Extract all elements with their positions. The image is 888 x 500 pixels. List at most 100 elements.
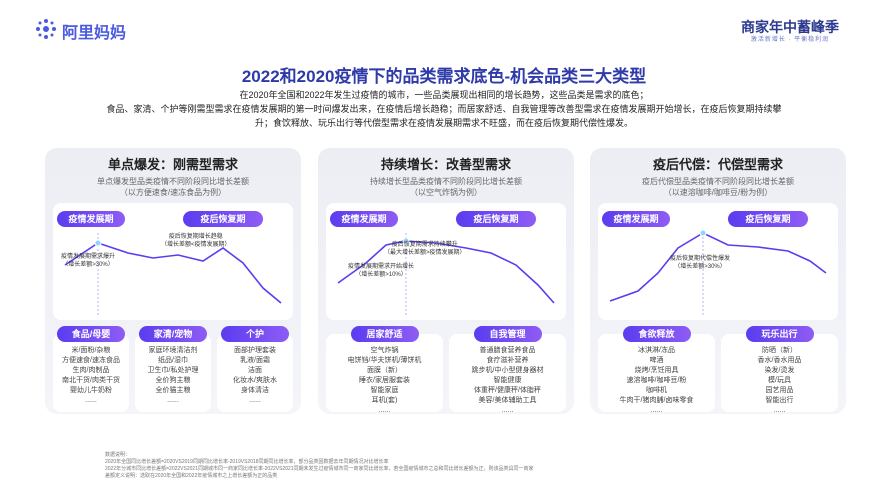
panel: 单点爆发：刚需型需求 单点爆发型品类疫情不同阶段同比增长差额 （以方便速食/速冻食品… — [45, 148, 301, 414]
trend-chart — [609, 229, 827, 315]
group-item: 速溶咖啡/咖啡豆/粉 — [626, 377, 687, 384]
panel-title: 持续增长：改善型需求 — [380, 157, 511, 172]
group-item: 耳机(套) — [371, 397, 398, 404]
annotation-line: （增长差额<疫情发展期） — [161, 242, 231, 248]
annotation-line: 疫后恢复期代偿性爆发 — [670, 256, 731, 262]
panel: 疫后代偿：代偿型需求 疫后代偿型品类疫情不同阶段同比增长差额 （以速溶咖啡/咖啡豆/… — [590, 148, 846, 414]
group-item: 生肉/肉制品 — [72, 367, 110, 374]
group-item: 美容/美体辅助工具 — [478, 397, 537, 404]
group-title: 食品/母婴 — [57, 326, 125, 342]
intro-line: 升；食饮释放、玩乐出行等代偿型需求在疫情发展期需求不旺盛，而在疫后恢复期代偿性爆… — [254, 118, 633, 128]
group-item: ...... — [650, 407, 663, 414]
group-item: 牛肉干/猪肉脯/卤味零食 — [619, 397, 694, 404]
group-item: ...... — [85, 397, 97, 404]
chart-card: 疫情发展期 疫后恢复期 疫后恢复期代偿性爆发 （增长差额>30%） — [598, 203, 838, 320]
group-item: 洁面 — [248, 367, 262, 374]
group-item: 乳液/面霜 — [240, 357, 270, 364]
group-item: 睡衣/家居服套装 — [359, 377, 410, 384]
group-item: 南北干货/肉类干货 — [62, 377, 120, 384]
annotation-line: 疫情发展期需求爆升 — [61, 254, 116, 260]
group-item: 跳步机/中小型健身器材 — [471, 367, 544, 374]
phase-pill: 疫后恢复期 — [456, 211, 536, 227]
group-item: 烧烤/烹饪用具 — [634, 367, 679, 374]
trend-line — [609, 232, 827, 302]
annotation: 疫情发展期需求开始增长 （增长差额>10%） — [348, 263, 414, 279]
group-item: 方便速食/速冻食品 — [62, 357, 120, 364]
group-item: ...... — [378, 407, 391, 414]
group-item: 纸品/湿巾 — [158, 357, 188, 364]
group-item: ...... — [501, 407, 514, 414]
annotation-line: （增长差额>30%） — [62, 262, 114, 268]
annotation: 疫后恢复期增长趋稳 （增长差额<疫情发展期） — [161, 233, 231, 249]
group-item: 染发/烫发 — [764, 367, 795, 374]
panel-title: 单点爆发：刚需型需求 — [107, 157, 238, 172]
annotation-line: 疫情发展期需求开始增长 — [348, 264, 415, 270]
annotation: 疫情发展期需求爆升 （增长差额>30%） — [61, 253, 115, 269]
annotation-line: （增长差额>10%） — [355, 272, 407, 278]
annotation-line: （增长差额>30%） — [674, 264, 726, 270]
logo-text: 阿里妈妈 — [62, 25, 127, 42]
group-item: 冰淇淋/冻品 — [638, 347, 675, 354]
annotation: 疫后恢复期代偿性爆发 （增长差额>30%） — [670, 255, 730, 271]
panel-desc: 疫后代偿型品类疫情不同阶段同比增长差额 — [642, 177, 794, 186]
panel-desc: 持续增长型品类疫情不同阶段同比增长差额 — [370, 177, 522, 186]
group-item: 面部护理套装 — [234, 347, 276, 354]
group-item: 园艺用品 — [765, 387, 794, 394]
group-item: 面膜（新） — [367, 367, 402, 374]
group-card: 米/面粉/杂粮方便速食/速冻食品 生肉/肉制品南北干货/肉类干货 婴幼儿牛奶粉...… — [53, 334, 129, 412]
panel: 持续增长：改善型需求持续增长型品类疫情不同阶段同比增长差额 （以空气炸锅为例） 疫情… — [318, 148, 574, 414]
chart-card: 疫情发展期 疫后恢复期疫情发展期需求开始增长 （增长差额>10%） 疫后恢复期需求持续… — [326, 203, 566, 320]
title: 2022和2020疫情下的品类需求底色-机会品类三大类型 — [241, 67, 647, 86]
group-card: 普通膳食营养食品 食疗滋补营养 跳步机/中小型健身器材 智能健康 体重秤/健康秤/体脂秤… — [449, 334, 566, 414]
group-item: 身体清洁 — [241, 387, 269, 394]
group-item: 香水/香水用品 — [757, 357, 802, 364]
intro: 在2020年全国和2022年发生过疫情的城市，一些品类展现出相同的增长趋势，这些… — [40, 88, 848, 130]
group-item: 电饼铛/华夫饼机/薄饼机 — [347, 357, 422, 364]
group-item: 模/玩具 — [768, 377, 791, 384]
group-card: 空气炸锅电饼铛/华夫饼机/薄饼机 面膜（新） 睡衣/家居服套装 智能家庭耳机(套)..… — [326, 334, 443, 414]
group-title: 居家舒适 — [350, 326, 419, 342]
group-card: 家庭环境清洁剂 纸品/湿巾 卫生巾/私处护理 全价狗主粮 全价猫主粮...... — [135, 334, 211, 412]
group-card: 防晒（新） 香水/香水用品 染发/烫发 模/玩具 园艺用品 智能出行...... — [721, 334, 838, 414]
peak-dot — [94, 239, 102, 247]
annotation-line: 疫后恢复期需求持续攀升 — [391, 242, 458, 248]
brand: 商家年中蓄峰季 — [741, 19, 839, 35]
phase-pill: 疫后恢复期 — [183, 211, 263, 227]
group-item: 体重秤/健康秤/体脂秤 — [474, 387, 541, 394]
chart-card: 疫情发展期 疫后恢复期疫情发展期需求爆升 （增长差额>30%） 疫后恢复期增长趋稳 （增… — [53, 203, 293, 320]
group-item: 智能出行 — [765, 397, 794, 404]
group-title: 自我管理 — [473, 326, 542, 342]
note: 数据说明： — [105, 452, 131, 458]
intro-line: 食品、家清、个护等刚需型需求在疫情发展期的第一时间爆发出来，在疫情后增长趋稳；而… — [106, 104, 782, 114]
group-item: 食疗滋补营养 — [486, 357, 529, 364]
intro-line: 在2020年全国和2022年发生过疫情的城市，一些品类展现出相同的增长趋势，这些… — [239, 90, 649, 100]
note: 2022年分城市同比增长差额=2022VS2021同期城市同一商家同比增长率-2… — [105, 466, 534, 472]
trend-chart — [337, 233, 555, 315]
group-card: 冰淇淋/冻品 啤酒 烧烤/烹饪用具 速溶咖啡/咖啡豆/粉 咖啡机 牛肉干/猪肉脯/卤味零食… — [598, 334, 715, 414]
group-item: 空气炸锅 — [370, 347, 399, 354]
group-item: ...... — [773, 407, 786, 414]
trend-line — [64, 242, 282, 304]
group-title: 玩乐出行 — [745, 326, 814, 342]
phase-pill: 疫情发展期 — [330, 211, 398, 227]
trend-chart — [64, 233, 282, 315]
phase-pill: 疫情发展期 — [57, 211, 125, 227]
group-item: 化妆水/爽肤水 — [233, 377, 277, 384]
panel-title: 疫后代偿：代偿型需求 — [652, 157, 783, 172]
group-item: 智能家庭 — [370, 387, 399, 394]
group-item: 全价狗主粮 — [155, 377, 191, 384]
group-item: 家庭环境清洁剂 — [148, 347, 198, 354]
phase-pill: 疫情发展期 — [602, 211, 670, 227]
panel-desc: （以空气炸锅为例） — [410, 188, 482, 197]
group-title: 个护 — [221, 326, 289, 342]
group-item: 米/面粉/杂粮 — [71, 347, 111, 354]
note: 2020年全国同比增长差额=2020VS2019同期同比增长率-2019VS20… — [105, 459, 389, 465]
group-item: 啤酒 — [649, 357, 664, 364]
group-item: ...... — [167, 397, 179, 404]
notes: 数据说明： 2020年全国同比增长差额=2020VS2019同期同比增长率-201… — [105, 452, 534, 480]
annotation-line: （最大增长差额>疫情发展期） — [384, 250, 466, 256]
group-item: 卫生巾/私处护理 — [147, 367, 199, 374]
group-item: 婴幼儿牛奶粉 — [70, 387, 112, 394]
annotation-line: 疫后恢复期增长趋稳 — [168, 234, 223, 240]
